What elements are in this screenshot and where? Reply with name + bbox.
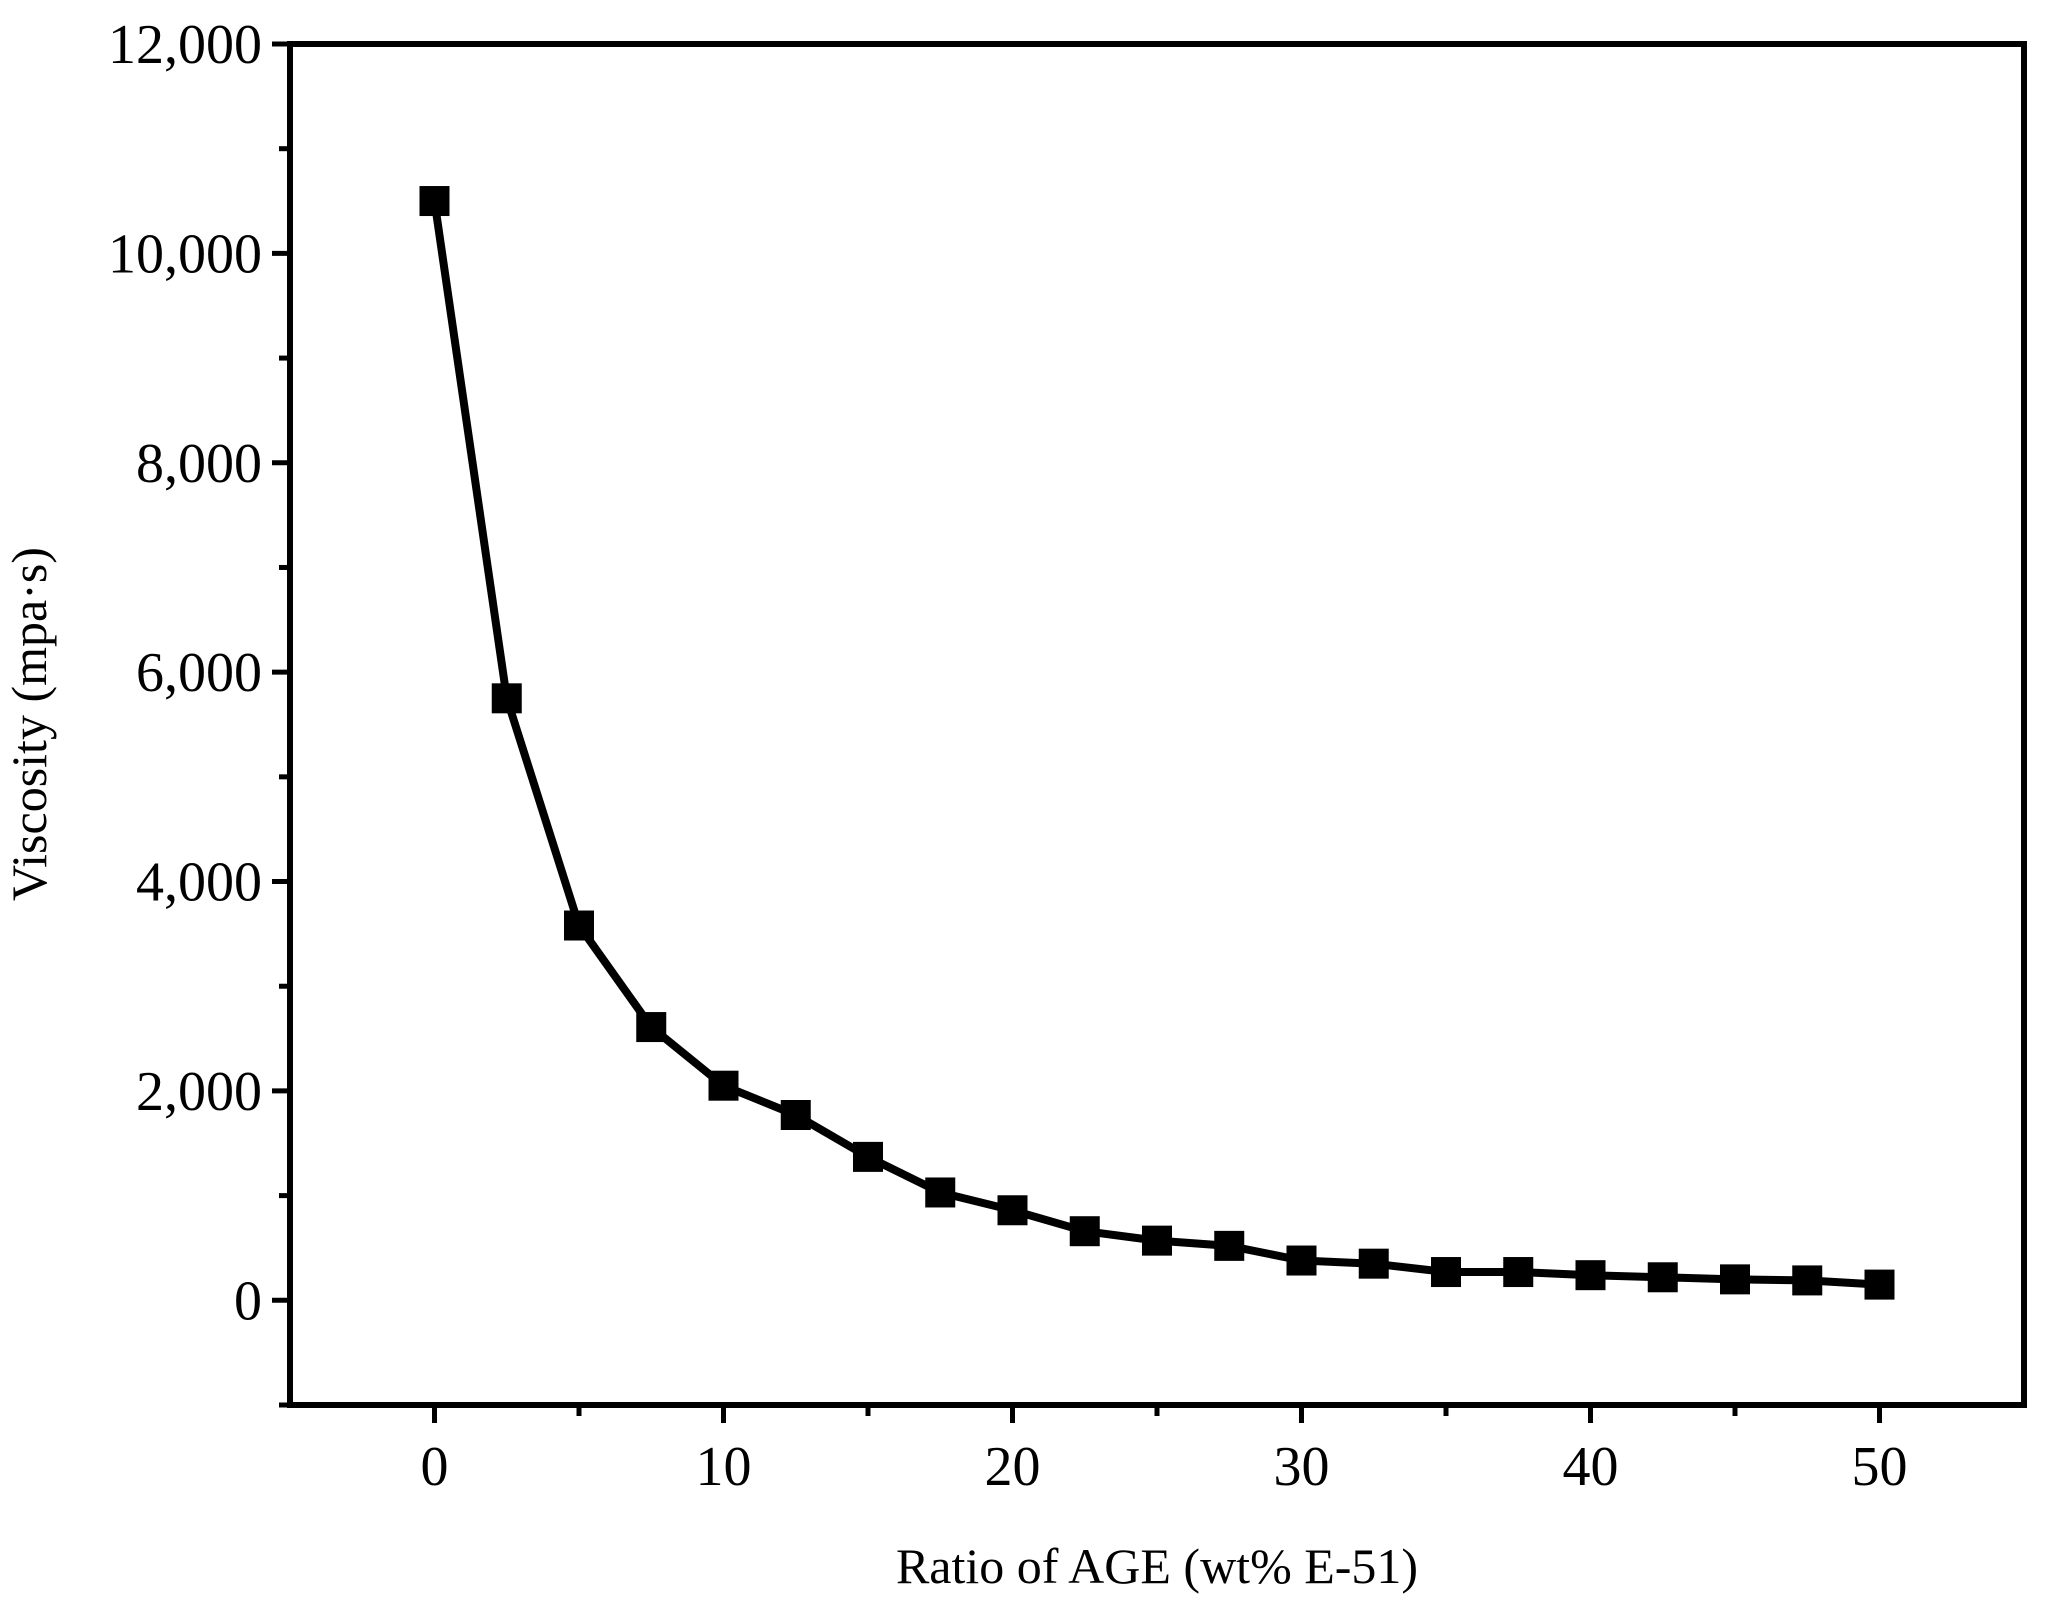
x-axis-ticks xyxy=(432,1405,1882,1423)
data-point xyxy=(1503,1257,1534,1288)
data-point xyxy=(708,1070,739,1101)
y-axis-ticks xyxy=(272,41,290,1408)
data-point xyxy=(1358,1248,1389,1279)
y-tick-label: 6,000 xyxy=(136,642,262,704)
plot-frame xyxy=(287,41,2027,1408)
data-point xyxy=(1142,1225,1172,1256)
data-point xyxy=(1431,1257,1461,1288)
x-axis-tick-labels: 0 10 20 30 40 50 xyxy=(421,1436,1908,1498)
data-point xyxy=(1214,1230,1245,1261)
data-point xyxy=(1069,1216,1100,1247)
data-point xyxy=(564,910,594,941)
x-tick-label: 30 xyxy=(1274,1436,1330,1498)
series-line xyxy=(430,200,1880,1289)
data-point xyxy=(636,1012,667,1043)
y-tick-label: 8,000 xyxy=(136,433,262,495)
data-point-markers xyxy=(419,186,1895,1300)
data-point xyxy=(925,1177,956,1208)
data-point xyxy=(419,186,450,217)
y-tick-label: 4,000 xyxy=(136,852,262,914)
data-point xyxy=(1647,1262,1678,1293)
x-tick-label: 20 xyxy=(985,1436,1041,1498)
x-tick-label: 50 xyxy=(1852,1436,1908,1498)
y-tick-label: 12,000 xyxy=(108,14,262,76)
data-point xyxy=(780,1100,811,1131)
data-point xyxy=(997,1195,1028,1226)
x-tick-label: 40 xyxy=(1563,1436,1619,1498)
y-tick-label: 0 xyxy=(234,1270,262,1332)
data-point xyxy=(1792,1265,1823,1296)
y-axis-title: Viscosity (mpa·s) xyxy=(1,547,57,901)
x-tick-label: 10 xyxy=(696,1436,752,1498)
data-point xyxy=(853,1141,883,1172)
y-tick-label: 10,000 xyxy=(108,223,262,285)
x-tick-label: 0 xyxy=(421,1436,449,1498)
y-axis-tick-labels: 0 2,000 4,000 6,000 8,000 10,000 12,000 xyxy=(108,14,262,1332)
data-point xyxy=(1575,1260,1606,1291)
y-tick-label: 2,000 xyxy=(136,1061,262,1123)
data-point xyxy=(1864,1269,1895,1300)
x-axis-title: Ratio of AGE (wt% E-51) xyxy=(896,1538,1418,1594)
data-point xyxy=(1286,1245,1317,1276)
data-point xyxy=(491,683,522,714)
data-point xyxy=(1720,1264,1750,1295)
